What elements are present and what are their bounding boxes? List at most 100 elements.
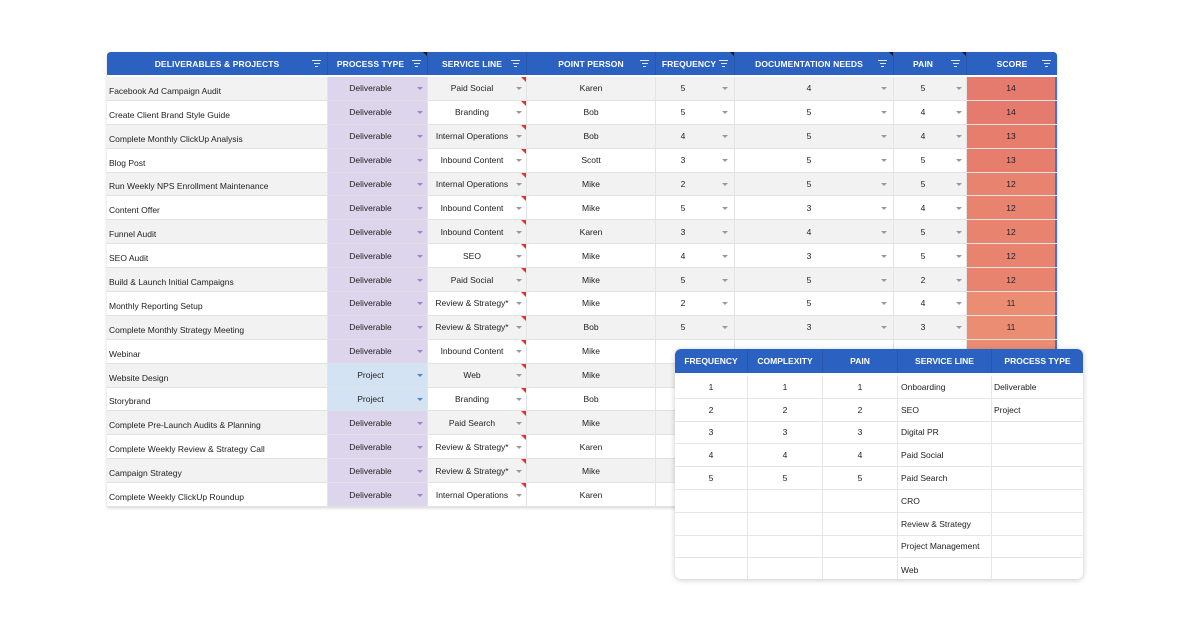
dropdown-arrow-icon[interactable] — [956, 326, 962, 330]
dropdown-arrow-icon[interactable] — [417, 302, 423, 306]
dropdown-arrow-icon[interactable] — [516, 398, 522, 402]
filter-icon[interactable] — [1042, 60, 1051, 67]
service-line-select[interactable]: Inbound Content — [428, 220, 527, 244]
legend-process-type-cell[interactable] — [992, 444, 1083, 466]
service-line-select[interactable]: Inbound Content — [428, 148, 527, 172]
frequency-select[interactable]: 5 — [656, 268, 735, 292]
point-person-cell[interactable]: Karen — [527, 77, 656, 100]
dropdown-arrow-icon[interactable] — [516, 493, 522, 497]
dropdown-arrow-icon[interactable] — [722, 254, 728, 258]
legend-pain-cell[interactable] — [823, 512, 898, 535]
point-person-cell[interactable]: Mike — [527, 411, 656, 435]
dropdown-arrow-icon[interactable] — [722, 206, 728, 210]
filter-icon[interactable] — [412, 60, 421, 67]
legend-service-line-cell[interactable]: Onboarding — [898, 376, 992, 398]
service-line-select[interactable]: Review & Strategy* — [428, 435, 527, 459]
dropdown-arrow-icon[interactable] — [417, 111, 423, 115]
process-type-select[interactable]: Deliverable — [328, 220, 428, 244]
legend-col-service-line[interactable]: SERVICE LINE — [898, 349, 992, 373]
dropdown-arrow-icon[interactable] — [516, 326, 522, 330]
point-person-cell[interactable]: Mike — [527, 363, 656, 387]
process-type-select[interactable]: Deliverable — [328, 315, 428, 339]
dropdown-arrow-icon[interactable] — [956, 87, 962, 91]
score-cell[interactable]: 12 — [967, 172, 1057, 196]
dropdown-arrow-icon[interactable] — [516, 278, 522, 282]
filter-icon[interactable] — [951, 60, 960, 67]
dropdown-arrow-icon[interactable] — [417, 398, 423, 402]
point-person-cell[interactable]: Mike — [527, 196, 656, 220]
pain-select[interactable]: 5 — [894, 172, 967, 196]
score-cell[interactable]: 13 — [967, 124, 1057, 148]
col-header-score[interactable]: SCORE — [967, 52, 1057, 75]
dropdown-arrow-icon[interactable] — [956, 159, 962, 163]
dropdown-arrow-icon[interactable] — [956, 206, 962, 210]
dropdown-arrow-icon[interactable] — [417, 87, 423, 91]
dropdown-arrow-icon[interactable] — [881, 230, 887, 234]
score-cell[interactable]: 14 — [967, 100, 1057, 124]
score-cell[interactable]: 12 — [967, 244, 1057, 268]
frequency-select[interactable]: 3 — [656, 148, 735, 172]
point-person-cell[interactable]: Karen — [527, 483, 656, 507]
pain-select[interactable]: 5 — [894, 244, 967, 268]
legend-process-type-cell[interactable] — [992, 558, 1083, 579]
documentation-needs-select[interactable]: 5 — [735, 100, 894, 124]
documentation-needs-select[interactable]: 5 — [735, 172, 894, 196]
documentation-needs-select[interactable]: 5 — [735, 148, 894, 172]
documentation-needs-select[interactable]: 3 — [735, 315, 894, 339]
col-header-process-type[interactable]: PROCESS TYPE — [328, 52, 428, 75]
process-type-select[interactable]: Project — [328, 387, 428, 411]
dropdown-arrow-icon[interactable] — [881, 159, 887, 163]
pain-select[interactable]: 4 — [894, 100, 967, 124]
point-person-cell[interactable]: Mike — [527, 172, 656, 196]
service-line-select[interactable]: Branding — [428, 100, 527, 124]
dropdown-arrow-icon[interactable] — [881, 302, 887, 306]
dropdown-arrow-icon[interactable] — [881, 326, 887, 330]
process-type-select[interactable]: Deliverable — [328, 411, 428, 435]
point-person-cell[interactable]: Bob — [527, 124, 656, 148]
dropdown-arrow-icon[interactable] — [722, 183, 728, 186]
legend-frequency-cell[interactable]: 2 — [675, 398, 748, 421]
point-person-cell[interactable]: Mike — [527, 459, 656, 483]
filter-icon[interactable] — [511, 60, 520, 67]
dropdown-arrow-icon[interactable] — [516, 350, 522, 354]
service-line-select[interactable]: Inbound Content — [428, 339, 527, 363]
dropdown-arrow-icon[interactable] — [516, 254, 522, 258]
service-line-select[interactable]: Paid Social — [428, 77, 527, 100]
point-person-cell[interactable]: Bob — [527, 387, 656, 411]
frequency-select[interactable]: 5 — [656, 100, 735, 124]
dropdown-arrow-icon[interactable] — [516, 183, 522, 186]
dropdown-arrow-icon[interactable] — [881, 254, 887, 258]
dropdown-arrow-icon[interactable] — [417, 421, 423, 425]
legend-complexity-cell[interactable] — [748, 535, 823, 558]
point-person-cell[interactable]: Mike — [527, 244, 656, 268]
col-header-deliverables[interactable]: DELIVERABLES & PROJECTS — [107, 52, 328, 75]
dropdown-arrow-icon[interactable] — [516, 445, 522, 449]
legend-pain-cell[interactable]: 5 — [823, 467, 898, 489]
dropdown-arrow-icon[interactable] — [417, 445, 423, 449]
process-type-select[interactable]: Deliverable — [328, 292, 428, 315]
legend-service-line-cell[interactable]: Paid Search — [898, 467, 992, 489]
score-cell[interactable]: 14 — [967, 77, 1057, 100]
legend-process-type-cell[interactable]: Deliverable — [994, 381, 1037, 392]
score-cell[interactable]: 11 — [967, 292, 1057, 315]
deliverable-name-cell[interactable]: Complete Pre-Launch Audits & Planning — [107, 411, 328, 435]
documentation-needs-select[interactable]: 3 — [735, 196, 894, 220]
process-type-select[interactable]: Deliverable — [328, 196, 428, 220]
dropdown-arrow-icon[interactable] — [881, 135, 887, 139]
service-line-select[interactable]: Review & Strategy* — [428, 315, 527, 339]
dropdown-arrow-icon[interactable] — [417, 135, 423, 139]
documentation-needs-select[interactable]: 5 — [735, 268, 894, 292]
service-line-select[interactable]: SEO — [428, 244, 527, 268]
service-line-select[interactable]: Paid Social — [428, 268, 527, 292]
col-header-frequency[interactable]: FREQUENCY — [656, 52, 735, 75]
dropdown-arrow-icon[interactable] — [417, 326, 423, 330]
dropdown-arrow-icon[interactable] — [881, 87, 887, 91]
deliverable-name-cell[interactable]: Run Weekly NPS Enrollment Maintenance — [107, 172, 328, 196]
legend-frequency-cell[interactable]: 3 — [675, 421, 748, 444]
legend-pain-cell[interactable] — [823, 558, 898, 579]
deliverable-name-cell[interactable]: Complete Monthly Strategy Meeting — [107, 315, 328, 339]
legend-service-line-cell[interactable]: Paid Social — [898, 444, 992, 467]
legend-complexity-cell[interactable]: 2 — [748, 398, 823, 421]
dropdown-arrow-icon[interactable] — [516, 421, 522, 425]
pain-select[interactable]: 4 — [894, 292, 967, 315]
